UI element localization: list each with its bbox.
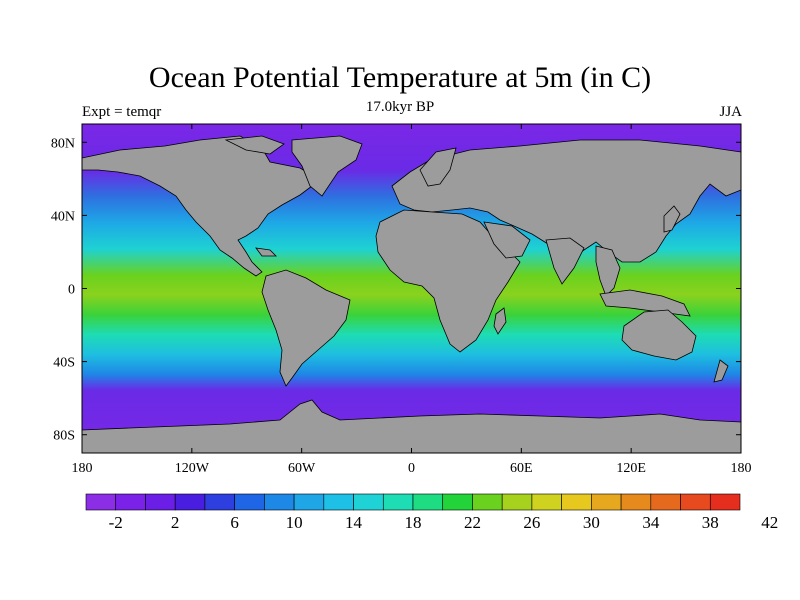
colorbar-swatch [145,493,176,511]
colorbar-swatch [650,493,681,511]
lon-tick-label: 120E [616,461,646,476]
colorbar-swatch [264,493,295,511]
lon-tick-label: 60E [510,461,533,476]
colorbar-label: -2 [109,513,123,532]
colorbar-label: 30 [583,513,600,532]
madagascar [493,307,507,335]
colorbar-swatch [472,493,503,511]
africa [375,209,521,353]
experiment-label: Expt = temqr [82,104,162,120]
land-masses [82,135,741,453]
colorbar-swatch [293,493,325,511]
eurasia [391,139,741,263]
lon-tick-label: 120W [175,461,210,476]
colorbar-swatch [382,493,414,511]
colorbar-label: 42 [761,513,778,532]
longitude-axis: 180 120W 60W 0 60E 120E 180 [72,124,752,476]
indonesia [599,289,691,317]
india [545,237,585,285]
colorbar-label: 14 [345,513,363,532]
latitude-axis: 80N 40N 0 40S 80S [51,136,741,444]
southeast-asia [595,245,621,297]
colorbar-label: 2 [171,513,180,532]
arctic-islands [224,135,285,155]
lon-tick-label: 180 [72,461,93,476]
australia [621,309,697,361]
colorbar-swatch [412,493,444,511]
colorbar-label: 38 [702,513,719,532]
colorbar-swatch [204,493,235,511]
colorbar-swatch [174,493,206,511]
new-zealand [713,359,729,383]
colorbar-swatch [234,493,265,511]
lon-tick-label: 0 [408,461,415,476]
lat-tick-label: 40S [53,356,75,371]
colorbar-swatch [442,493,473,511]
lat-tick-label: 0 [68,283,75,298]
colorbar-swatch [709,493,741,511]
lat-tick-label: 40N [51,209,75,224]
colorbar-swatch [85,493,117,511]
colorbar-swatch [561,493,592,511]
colorbar-label: 10 [286,513,303,532]
colorbar-label: 26 [523,513,540,532]
colorbar-label: 18 [405,513,422,532]
caribbean [255,247,277,257]
colorbar-label: 22 [464,513,481,532]
colorbar-swatch [680,493,711,511]
colorbar-swatch [591,493,622,511]
antarctica [82,399,741,453]
lat-tick-label: 80N [51,136,75,151]
season-label: JJA [719,104,742,120]
colorbar [85,493,741,511]
south-america [261,269,351,387]
lon-tick-label: 180 [731,461,752,476]
greenland [291,135,363,197]
lat-tick-label: 80S [53,429,75,444]
colorbar-swatch [353,493,384,511]
lon-tick-label: 60W [288,461,316,476]
scandinavia [419,147,457,187]
colorbar-labels: -2 2 6 10 14 18 22 26 30 34 38 42 [109,513,779,532]
colorbar-swatch [323,493,354,511]
colorbar-label: 34 [642,513,660,532]
colorbar-swatch [115,493,146,511]
colorbar-swatch [531,493,562,511]
map-title: Ocean Potential Temperature at 5m (in C) [148,61,652,94]
colorbar-label: 6 [230,513,239,532]
arabia [483,221,531,259]
japan [663,205,681,233]
colorbar-swatch [620,493,652,511]
map-subtitle: 17.0kyr BP [365,99,435,115]
colorbar-swatch [501,493,533,511]
